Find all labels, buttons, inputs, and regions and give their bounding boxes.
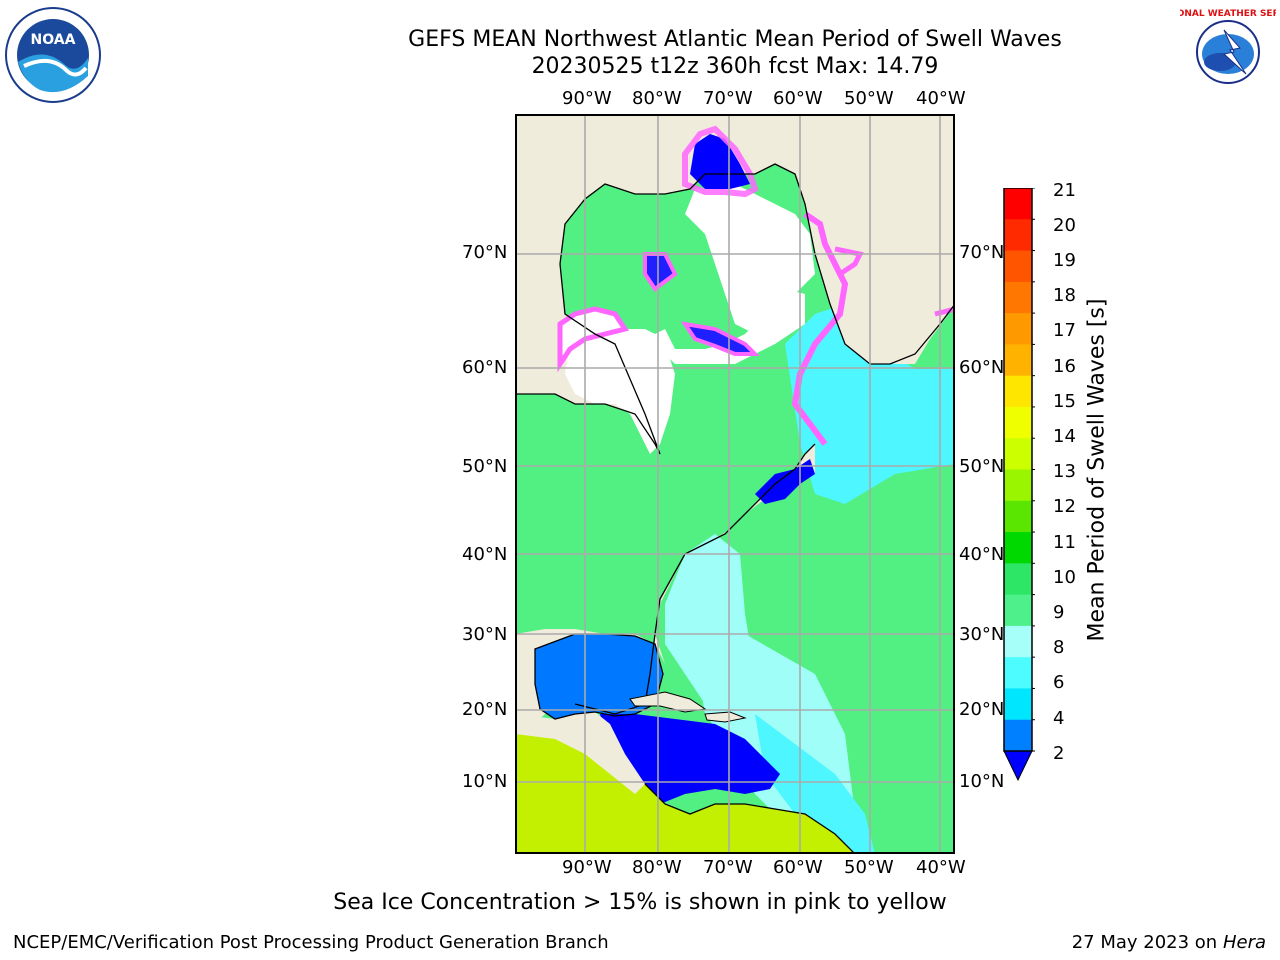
map-title: GEFS MEAN Northwest Atlantic Mean Period… [408, 27, 1062, 52]
colorbar-segment [1004, 657, 1032, 689]
greenland-ice-edge [834, 246, 864, 277]
colorbar-segment [1004, 438, 1032, 470]
colorbar [1003, 188, 1035, 788]
colorbar-tick-21: 21 [1053, 180, 1076, 201]
colorbar-tick-18: 18 [1053, 285, 1076, 306]
colorbar-tick-6: 6 [1053, 672, 1065, 693]
lat-label-left-50n: 50°N [462, 456, 508, 477]
colorbar-segment [1004, 688, 1032, 721]
colorbar-segment [1004, 344, 1032, 377]
hispaniola-island [704, 711, 747, 723]
lat-label-right-40n: 40°N [959, 544, 1005, 565]
colorbar-segment [1004, 500, 1032, 533]
sea-ice-note: Sea Ice Concentration > 15% is shown in … [333, 890, 947, 915]
lon-label-bottom-60w: 60°W [773, 857, 823, 878]
lon-label-top-60w: 60°W [773, 88, 823, 109]
colorbar-tick-9: 9 [1053, 602, 1065, 623]
central-america-land [515, 712, 645, 794]
lon-label-bottom-40w: 40°W [916, 857, 966, 878]
lat-label-right-60n: 60°N [959, 357, 1005, 378]
colorbar-title: Mean Period of Swell Waves [s] [1084, 298, 1110, 642]
colorbar-tick-13: 13 [1053, 461, 1076, 482]
lon-label-bottom-50w: 50°W [844, 857, 894, 878]
gulf-of-mexico [535, 634, 663, 719]
lon-label-top-50w: 50°W [844, 88, 894, 109]
greenland-land [795, 114, 955, 364]
colorbar-segment [1004, 313, 1032, 345]
colorbar-tick-2: 2 [1053, 743, 1065, 764]
colorbar-tick-12: 12 [1053, 496, 1076, 517]
lon-label-bottom-70w: 70°W [703, 857, 753, 878]
colorbar-segment [1004, 250, 1032, 283]
colorbar-tick-4: 4 [1053, 708, 1065, 729]
colorbar-under-arrow [1003, 750, 1033, 782]
colorbar-segment [1004, 625, 1032, 658]
colorbar-segment [1004, 594, 1032, 627]
nws-logo-icon: NATIONAL WEATHER SERVICE [1153, 4, 1280, 104]
hudson-strait-ice [680, 321, 760, 356]
lat-label-left-60n: 60°N [462, 357, 508, 378]
noaa-logo-text: NOAA [31, 32, 76, 48]
colorbar-tick-20: 20 [1053, 215, 1076, 236]
colorbar-segment [1004, 469, 1032, 502]
colorbar-tick-16: 16 [1053, 356, 1076, 377]
lat-label-left-20n: 20°N [462, 699, 508, 720]
lat-label-left-10n: 10°N [462, 771, 508, 792]
swell-cyan-south [755, 714, 875, 854]
baffin-ice-edge [682, 125, 759, 198]
lat-label-right-20n: 20°N [959, 699, 1005, 720]
north-america-coast [515, 163, 955, 455]
lat-label-right-10n: 10°N [959, 771, 1005, 792]
colorbar-segment [1004, 719, 1032, 752]
colorbar-segment [1004, 281, 1032, 314]
lat-label-right-30n: 30°N [959, 624, 1005, 645]
date-text: 27 May 2023 on [1071, 932, 1218, 953]
hudson-bay-ice [565, 329, 675, 454]
colorbar-segment [1004, 219, 1032, 252]
colorbar-tick-10: 10 [1053, 567, 1076, 588]
map-panel [515, 114, 955, 854]
colorbar-tick-15: 15 [1053, 391, 1076, 412]
lon-label-top-70w: 70°W [703, 88, 753, 109]
greenland-east-edge [934, 306, 955, 317]
colorbar-segment [1004, 406, 1032, 439]
colorbar-tick-14: 14 [1053, 426, 1076, 447]
lon-label-top-80w: 80°W [632, 88, 682, 109]
lon-label-top-90w: 90°W [562, 88, 612, 109]
baffin-ice [685, 184, 815, 334]
nws-logo-text: NATIONAL WEATHER SERVICE [1180, 9, 1276, 19]
lat-label-left-70n: 70°N [462, 242, 508, 263]
baffin-bay-low-period [690, 134, 750, 189]
lat-label-right-70n: 70°N [959, 242, 1005, 263]
colorbar-tick-17: 17 [1053, 320, 1076, 341]
date-line: 27 May 2023 on Hera [1072, 932, 1266, 953]
credit-line: NCEP/EMC/Verification Post Processing Pr… [13, 932, 609, 953]
machine-name: Hera [1222, 932, 1266, 953]
lon-label-top-40w: 40°W [916, 88, 966, 109]
lat-label-left-30n: 30°N [462, 624, 508, 645]
lon-label-bottom-80w: 80°W [632, 857, 682, 878]
colorbar-segment [1004, 188, 1032, 220]
swell-cyan-west [665, 534, 875, 854]
noaa-logo-icon: NOAA [4, 6, 102, 108]
colorbar-segment [1004, 563, 1032, 596]
map-subtitle: 20230525 t12z 360h fcst Max: 14.79 [531, 54, 939, 79]
colorbar-segment [1004, 375, 1032, 408]
colorbar-tick-19: 19 [1053, 250, 1076, 271]
colorbar-segment [1004, 532, 1032, 564]
lat-label-left-40n: 40°N [462, 544, 508, 565]
lon-label-bottom-90w: 90°W [562, 857, 612, 878]
graticule [515, 114, 955, 854]
colorbar-tick-8: 8 [1053, 637, 1065, 658]
lat-label-right-50n: 50°N [959, 456, 1005, 477]
colorbar-tick-11: 11 [1053, 532, 1076, 553]
